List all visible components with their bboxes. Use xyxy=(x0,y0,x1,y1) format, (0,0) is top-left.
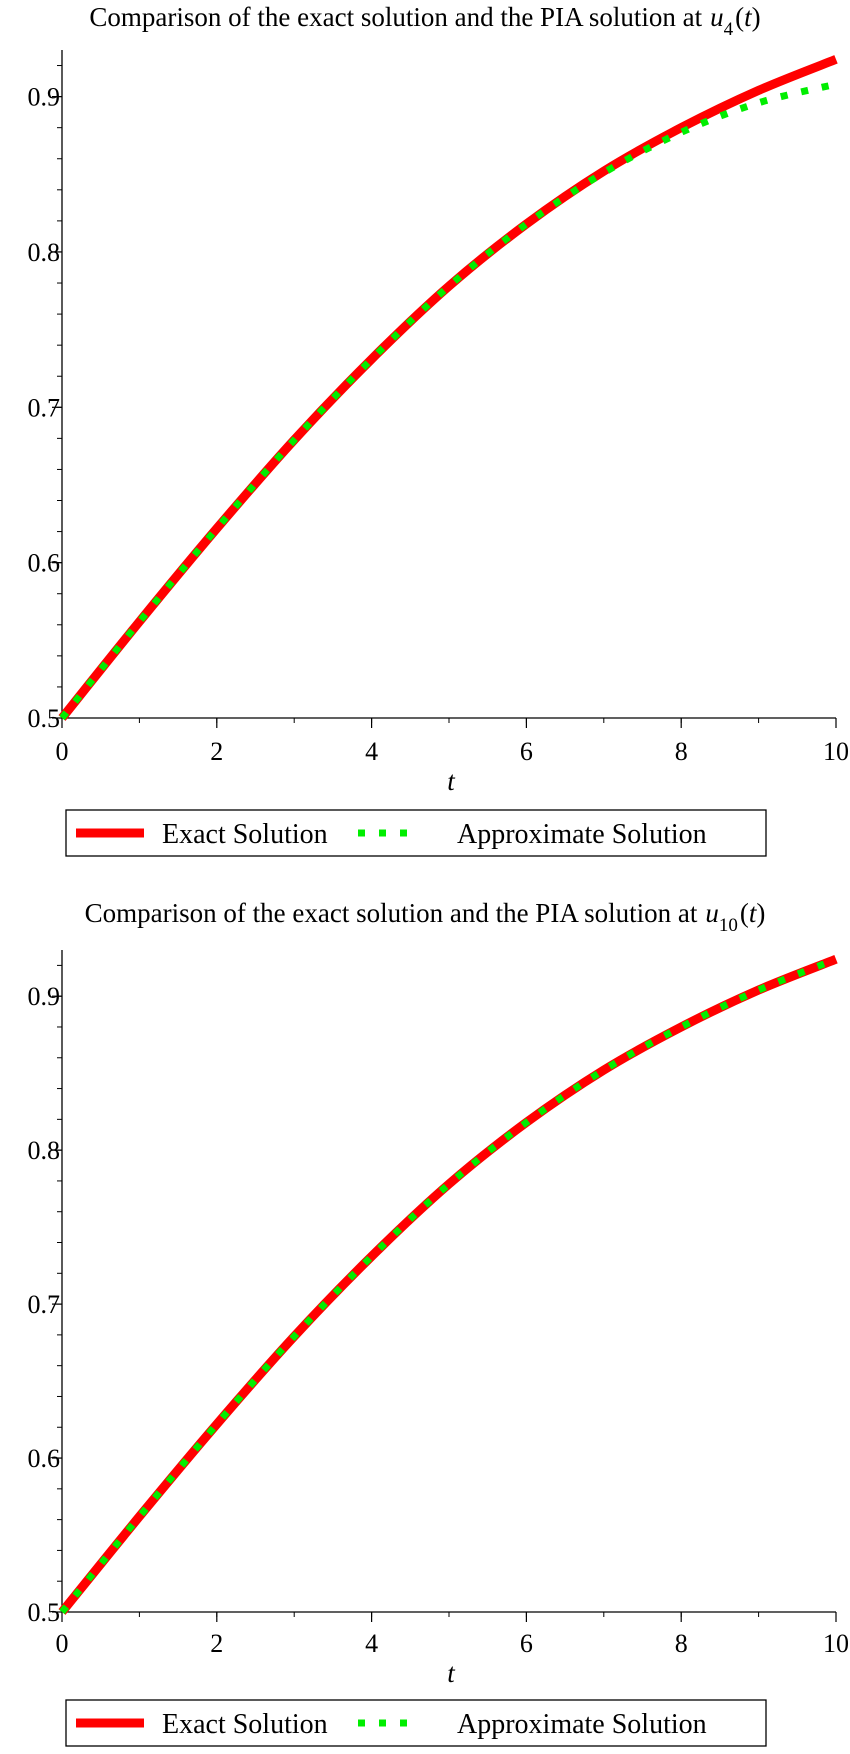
chart-title-subscript: 4 xyxy=(724,19,734,40)
y-tick-label: 0.9 xyxy=(28,83,61,112)
chart-title-symbol: u xyxy=(710,2,724,32)
chart-title: Comparison of the exact solution and the… xyxy=(85,898,766,936)
x-tick-label: 8 xyxy=(675,1629,688,1658)
chart-legend: Exact Solution Approximate Solution xyxy=(65,1699,767,1747)
chart-title-close-paren: ) xyxy=(756,898,765,928)
chart-title-text: Comparison of the exact solution and the… xyxy=(85,898,698,928)
x-tick-label: 10 xyxy=(823,1629,849,1658)
chart-title-text: Comparison of the exact solution and the… xyxy=(89,2,702,32)
chart-title-open-paren: ( xyxy=(735,2,744,32)
x-tick-label: 2 xyxy=(210,737,223,766)
x-tick-label: 6 xyxy=(520,1629,533,1658)
chart-title: Comparison of the exact solution and the… xyxy=(89,2,760,40)
y-tick-label: 0.6 xyxy=(28,1444,61,1473)
chart-title-symbol: u xyxy=(705,898,719,928)
series-exact-solution-line xyxy=(58,955,838,1615)
x-tick-label: 8 xyxy=(675,737,688,766)
y-tick-label: 0.9 xyxy=(28,982,61,1011)
legend-label-approximate: Approximate Solution xyxy=(457,1709,707,1740)
x-tick-label: 0 xyxy=(56,1629,69,1658)
y-tick-label: 0.5 xyxy=(28,704,61,733)
chart-panel-2: Comparison of the exact solution and the… xyxy=(28,898,849,1747)
chart-title-subscript: 10 xyxy=(719,915,738,936)
x-axis-label: t xyxy=(447,766,456,796)
chart-panel-1: Comparison of the exact solution and the… xyxy=(28,2,849,857)
legend-label-exact: Exact Solution xyxy=(162,1709,328,1740)
series-approximate-solution-line xyxy=(59,955,838,1615)
y-tick-label: 0.7 xyxy=(28,393,61,422)
chart-title-open-paren: ( xyxy=(740,898,749,928)
chart-title-arg: t xyxy=(749,898,758,928)
y-tick-label: 0.8 xyxy=(28,1136,61,1165)
chart-title-arg: t xyxy=(744,2,753,32)
x-axis-label: t xyxy=(447,1658,456,1688)
legend-box xyxy=(65,809,767,857)
x-tick-label: 0 xyxy=(56,737,69,766)
x-tick-label: 4 xyxy=(365,737,378,766)
y-tick-label: 0.7 xyxy=(28,1290,61,1319)
series-exact-solution-line xyxy=(58,55,838,721)
legend-label-approximate: Approximate Solution xyxy=(457,819,707,850)
series-approximate-solution-line xyxy=(59,80,837,721)
legend-label-exact: Exact Solution xyxy=(162,819,328,850)
chart-title-close-paren: ) xyxy=(752,2,761,32)
x-tick-label: 4 xyxy=(365,1629,378,1658)
y-tick-label: 0.5 xyxy=(28,1598,61,1627)
x-tick-label: 6 xyxy=(520,737,533,766)
x-tick-label: 2 xyxy=(210,1629,223,1658)
y-tick-label: 0.6 xyxy=(28,549,61,578)
y-tick-label: 0.8 xyxy=(28,238,61,267)
legend-box xyxy=(65,1699,767,1747)
chart-legend: Exact Solution Approximate Solution xyxy=(65,809,767,857)
x-tick-label: 10 xyxy=(823,737,849,766)
